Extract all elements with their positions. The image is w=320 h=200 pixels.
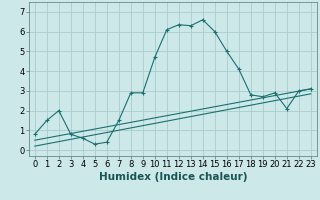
X-axis label: Humidex (Indice chaleur): Humidex (Indice chaleur) xyxy=(99,172,247,182)
